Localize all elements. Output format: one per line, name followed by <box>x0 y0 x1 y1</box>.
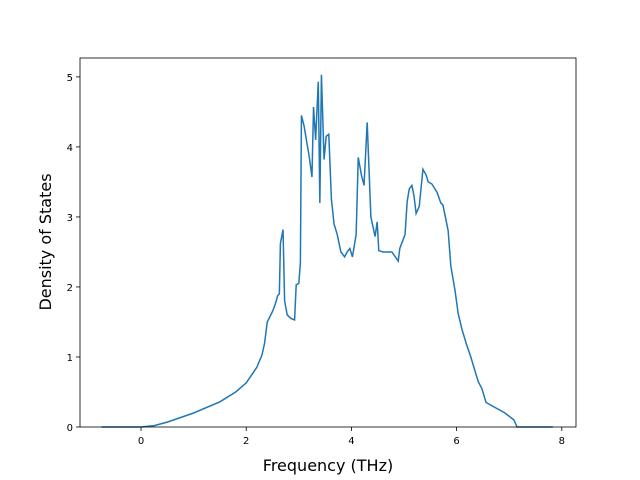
x-tick-label: 0 <box>138 436 144 447</box>
x-tick-label: 6 <box>453 436 459 447</box>
x-tick-label: 2 <box>243 436 249 447</box>
y-tick-label: 4 <box>67 143 73 154</box>
y-tick-label: 5 <box>67 73 73 84</box>
x-tick-label: 8 <box>559 436 565 447</box>
x-tick-label: 4 <box>348 436 354 447</box>
y-tick-label: 0 <box>67 423 73 434</box>
y-tick-label: 2 <box>67 283 73 294</box>
y-axis-label: Density of States <box>36 173 55 310</box>
x-axis-label: Frequency (THz) <box>263 456 393 475</box>
y-tick-label: 1 <box>67 353 73 364</box>
plot-frame <box>79 57 577 428</box>
line <box>101 74 553 428</box>
y-tick-label: 3 <box>67 213 73 224</box>
